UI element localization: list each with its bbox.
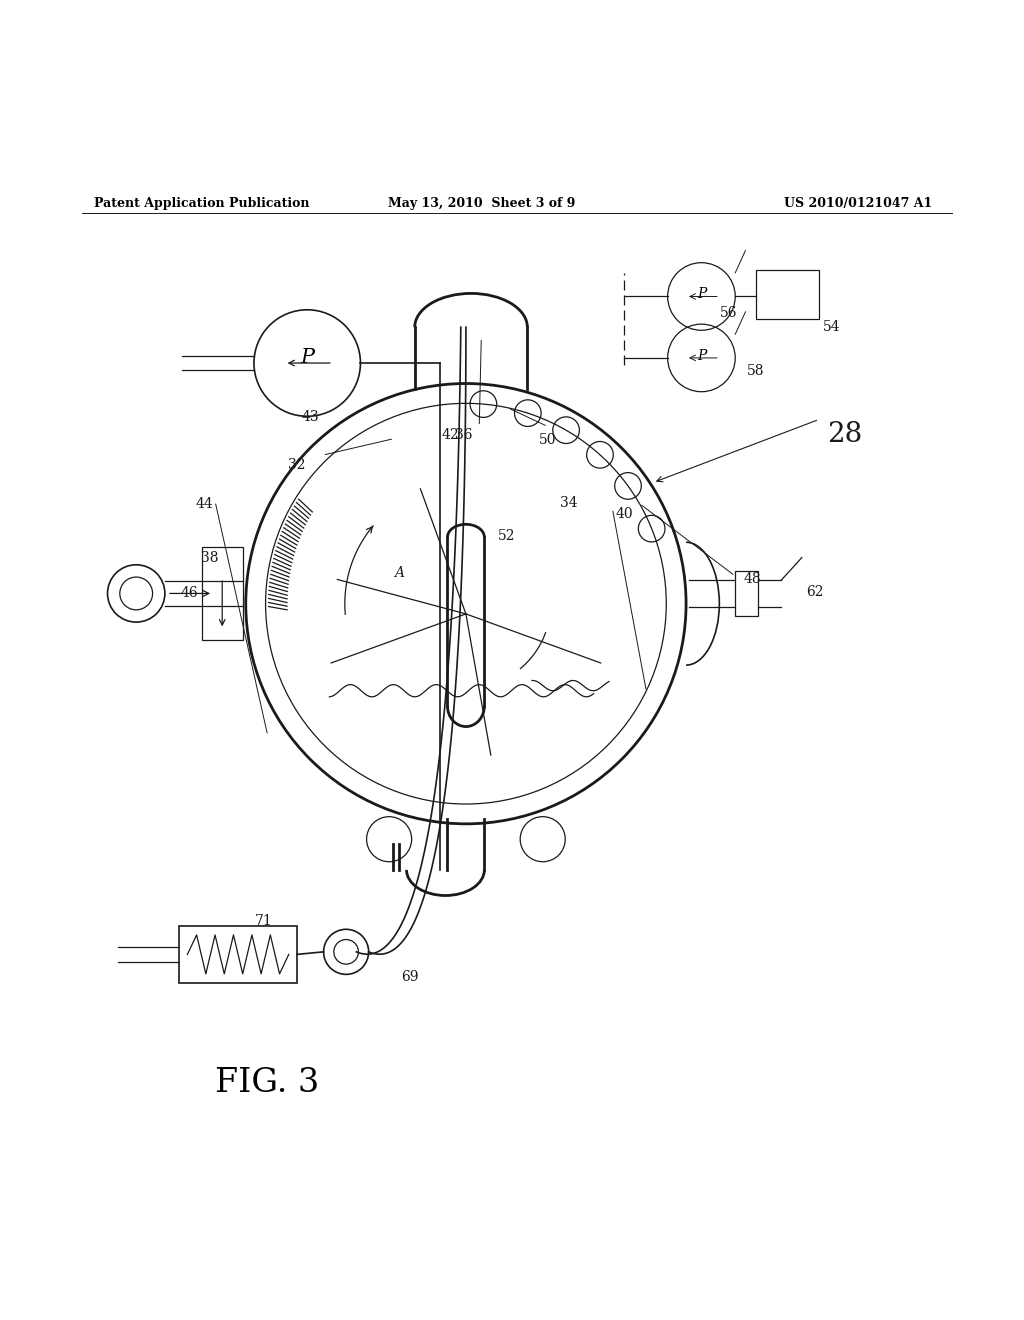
- Text: 52: 52: [498, 529, 516, 543]
- Text: P: P: [696, 348, 707, 363]
- Text: 71: 71: [255, 915, 273, 928]
- Text: 44: 44: [196, 498, 214, 511]
- Text: A: A: [394, 566, 404, 579]
- Bar: [756, 269, 819, 319]
- Text: Patent Application Publication: Patent Application Publication: [94, 197, 309, 210]
- Text: 40: 40: [615, 507, 634, 520]
- Text: 34: 34: [559, 496, 578, 511]
- Text: 36: 36: [455, 428, 473, 442]
- Text: 46: 46: [180, 586, 199, 601]
- Bar: [202, 548, 243, 639]
- Text: FIG. 3: FIG. 3: [215, 1067, 319, 1100]
- Text: P: P: [300, 348, 314, 367]
- Text: 69: 69: [400, 970, 419, 985]
- Text: 62: 62: [806, 585, 824, 599]
- Text: 50: 50: [539, 433, 557, 447]
- Text: 38: 38: [201, 550, 219, 565]
- Bar: [179, 927, 297, 982]
- Text: US 2010/0121047 A1: US 2010/0121047 A1: [783, 197, 932, 210]
- Text: P: P: [696, 288, 707, 301]
- Text: 48: 48: [743, 572, 762, 586]
- Text: 28: 28: [827, 421, 862, 449]
- Text: 43: 43: [301, 411, 319, 424]
- Text: May 13, 2010  Sheet 3 of 9: May 13, 2010 Sheet 3 of 9: [388, 197, 574, 210]
- Text: 42: 42: [441, 428, 460, 442]
- Text: 32: 32: [288, 458, 306, 473]
- Text: 58: 58: [746, 364, 765, 379]
- Text: 56: 56: [720, 306, 738, 319]
- Text: 54: 54: [822, 321, 841, 334]
- Bar: [735, 572, 758, 616]
